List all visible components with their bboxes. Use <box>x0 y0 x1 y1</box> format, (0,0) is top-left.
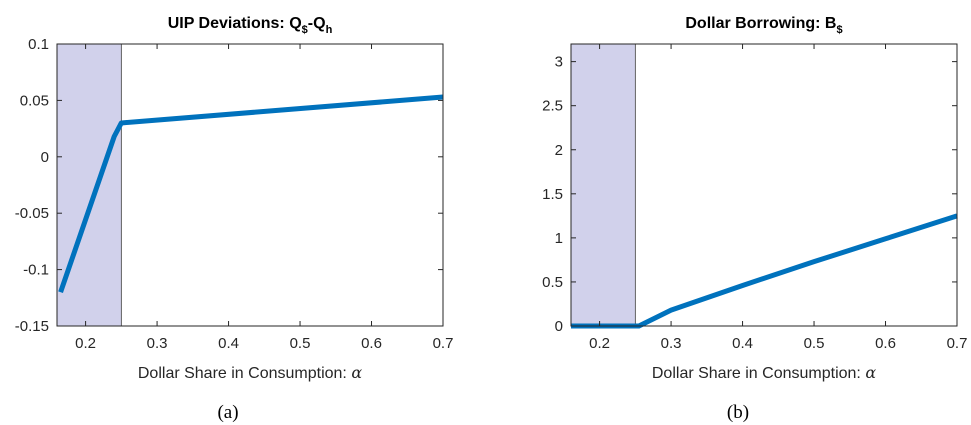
x-tick-label: 0.5 <box>290 335 311 352</box>
chart-title: Dollar Borrowing: B$ <box>685 15 842 36</box>
y-tick-label: 1.5 <box>542 186 563 203</box>
y-tick-label: 1 <box>555 230 563 247</box>
x-tick-label: 0.3 <box>147 335 168 352</box>
y-tick-label: 0 <box>41 149 49 166</box>
y-tick-label: -0.05 <box>15 205 49 222</box>
y-tick-label: 0.05 <box>20 92 49 109</box>
y-tick-label: 3 <box>555 54 563 71</box>
chart-title: UIP Deviations: Q$-Qh <box>168 15 333 36</box>
y-tick-label: 0.1 <box>28 36 49 53</box>
y-tick-label: 2 <box>555 142 563 159</box>
plot-area-border <box>56 43 444 327</box>
x-tick-label: 0.5 <box>804 335 825 352</box>
x-tick-label: 0.4 <box>732 335 753 352</box>
series-line <box>58 94 444 293</box>
y-tick-label: 0 <box>555 318 563 335</box>
x-tick-label: 0.4 <box>218 335 239 352</box>
panel-caption: (a) <box>217 402 238 423</box>
y-tick-label: 0.5 <box>542 274 563 291</box>
x-axis-label: Dollar Share in Consumption: α <box>138 363 362 382</box>
x-axis-label: Dollar Share in Consumption: α <box>652 363 876 382</box>
shaded-region <box>56 43 122 327</box>
x-tick-label: 0.6 <box>361 335 382 352</box>
x-tick-label: 0.7 <box>947 335 968 352</box>
plot-area-border <box>570 43 958 327</box>
shaded-region <box>570 43 636 327</box>
x-tick-label: 0.2 <box>75 335 96 352</box>
panel-b-dollar-borrowing: Dollar Borrowing: B$ 0.2 0.3 0.4 0.5 0.6 0.7 0… <box>542 15 967 423</box>
y-tick-label: 2.5 <box>542 98 563 115</box>
x-tick-label: 0.3 <box>661 335 682 352</box>
x-tick-label: 0.6 <box>875 335 896 352</box>
panel-caption: (b) <box>727 402 749 423</box>
y-tick-label: -0.15 <box>15 318 49 335</box>
x-tick-label: 0.2 <box>589 335 610 352</box>
y-tick-label: -0.1 <box>23 262 49 279</box>
x-tick-label: 0.7 <box>433 335 454 352</box>
panel-a-uip-deviations: UIP Deviations: Q$-Qh 0.2 0.3 0.4 0.5 0.6 0.7… <box>15 15 454 423</box>
